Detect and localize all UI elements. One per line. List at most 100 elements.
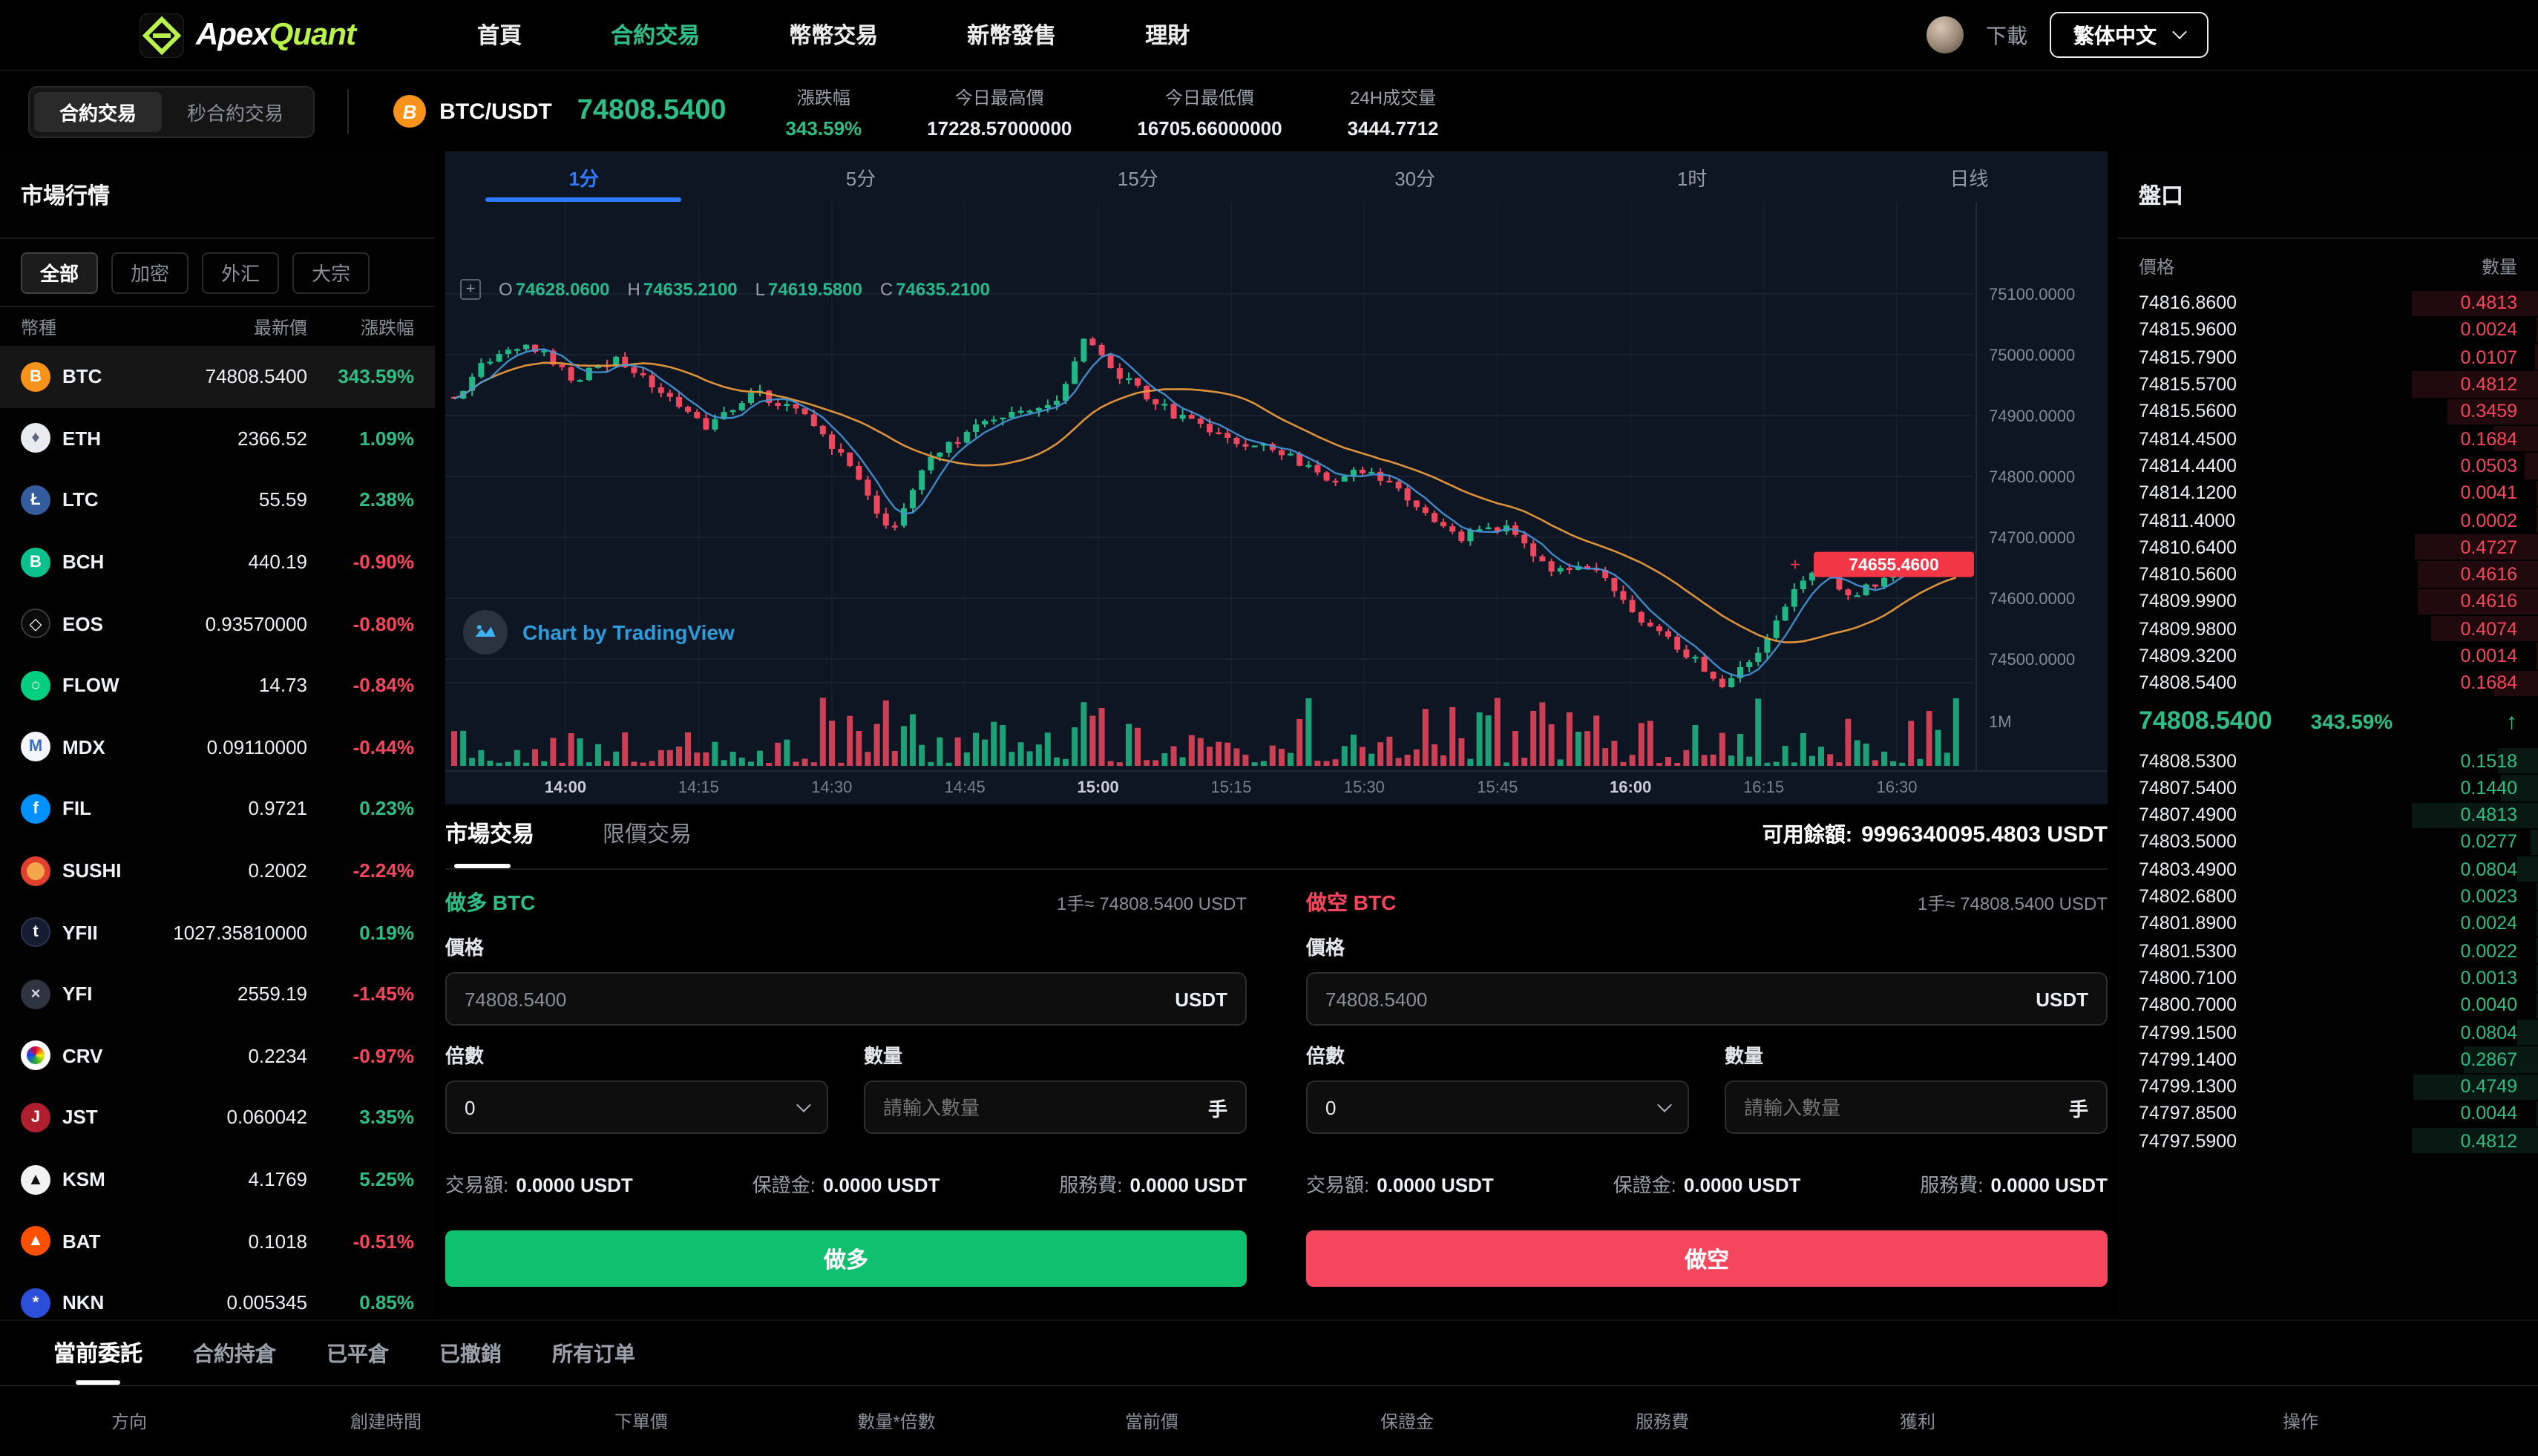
- ask-row-6[interactable]: 74814.4400 0.0503: [2118, 453, 2538, 480]
- bid-row-3[interactable]: 74803.5000 0.0277: [2118, 829, 2538, 856]
- market-filter-1[interactable]: 加密: [111, 252, 189, 293]
- open-long-button[interactable]: 做多: [445, 1230, 1247, 1287]
- avatar[interactable]: [1927, 16, 1964, 53]
- market-row-yfi[interactable]: × YFI 2559.19 -1.45%: [0, 963, 435, 1025]
- ask-row-10[interactable]: 74810.5600 0.4616: [2118, 561, 2538, 588]
- fee-0: 交易額: 0.0000 USDT: [445, 1170, 633, 1198]
- bid-row-9[interactable]: 74800.7000 0.0040: [2118, 991, 2538, 1019]
- bid-row-6[interactable]: 74801.8900 0.0024: [2118, 910, 2538, 937]
- long-price-input[interactable]: [465, 988, 1175, 1010]
- coin-symbol: MDX: [62, 735, 105, 758]
- market-row-yfii[interactable]: t YFII 1027.35810000 0.19%: [0, 902, 435, 963]
- timeframe-0[interactable]: 1分: [445, 151, 722, 202]
- depth-bar: [2537, 507, 2538, 534]
- candlestick-chart[interactable]: 75100.0000 75000.0000 74900.0000 74800.0000…: [445, 202, 2108, 770]
- order-qty: 0.0804: [2460, 859, 2517, 880]
- market-row-ksm[interactable]: ▲ KSM 4.1769 5.25%: [0, 1148, 435, 1210]
- ask-row-2[interactable]: 74815.7900 0.0107: [2118, 344, 2538, 371]
- orders-tab-2[interactable]: 已平倉: [327, 1341, 390, 1365]
- tradingview-link[interactable]: Chart by TradingView: [522, 620, 735, 644]
- fee-label: 保證金:: [1613, 1174, 1676, 1196]
- ask-row-14[interactable]: 74808.5400 0.1684: [2118, 669, 2538, 697]
- market-filter-3[interactable]: 大宗: [292, 252, 370, 293]
- nav-item-0[interactable]: 首頁: [477, 24, 522, 49]
- mode-tab-1[interactable]: 秒合約交易: [187, 102, 284, 124]
- bid-row-12[interactable]: 74799.1300 0.4749: [2118, 1073, 2538, 1101]
- orders-tab-0[interactable]: 當前委託: [53, 1321, 142, 1385]
- short-price-input[interactable]: [1325, 988, 2036, 1010]
- market-row-eth[interactable]: ♦ ETH 2366.52 1.09%: [0, 407, 435, 469]
- bid-row-8[interactable]: 74800.7100 0.0013: [2118, 965, 2538, 992]
- market-row-fil[interactable]: f FIL 0.9721 0.23%: [0, 778, 435, 839]
- trade-tab-0[interactable]: 市場交易: [445, 818, 534, 868]
- coin-icon-mdx: M: [21, 732, 50, 762]
- long-leverage-select[interactable]: 0: [445, 1080, 828, 1134]
- bid-row-0[interactable]: 74808.5300 0.1518: [2118, 747, 2538, 775]
- market-row-jst[interactable]: J JST 0.060042 3.35%: [0, 1086, 435, 1148]
- order-qty: 0.0107: [2460, 347, 2517, 368]
- long-qty-input[interactable]: [883, 1096, 1208, 1118]
- market-row-bch[interactable]: B BCH 440.19 -0.90%: [0, 531, 435, 593]
- ask-row-3[interactable]: 74815.5700 0.4812: [2118, 371, 2538, 399]
- nav-item-3[interactable]: 新幣發售: [967, 24, 1057, 49]
- market-row-mdx[interactable]: M MDX 0.09110000 -0.44%: [0, 716, 435, 778]
- nav-item-1[interactable]: 合約交易: [611, 24, 701, 49]
- market-row-btc[interactable]: B BTC 74808.5400 343.59%: [0, 346, 435, 408]
- market-filter-2[interactable]: 外汇: [202, 252, 280, 293]
- bid-row-14[interactable]: 74797.5900 0.4812: [2118, 1127, 2538, 1155]
- bid-row-10[interactable]: 74799.1500 0.0804: [2118, 1019, 2538, 1046]
- orders-tab-3[interactable]: 已撤銷: [439, 1341, 502, 1365]
- order-qty: 0.1684: [2460, 672, 2517, 694]
- timeframe-4[interactable]: 1时: [1676, 167, 1708, 189]
- download-link[interactable]: 下載: [1986, 23, 2027, 47]
- timeframe-5[interactable]: 日线: [1950, 167, 1989, 189]
- ask-row-4[interactable]: 74815.5600 0.3459: [2118, 398, 2538, 425]
- depth-bar: [2531, 829, 2538, 856]
- market-filter-0[interactable]: 全部: [21, 252, 99, 293]
- bid-row-11[interactable]: 74799.1400 0.2867: [2118, 1046, 2538, 1073]
- market-row-crv[interactable]: CRV 0.2234 -0.97%: [0, 1025, 435, 1086]
- timeframe-2[interactable]: 15分: [1117, 167, 1158, 189]
- fee-1: 保證金: 0.0000 USDT: [752, 1170, 940, 1198]
- ask-row-5[interactable]: 74814.4500 0.1684: [2118, 425, 2538, 453]
- bid-row-4[interactable]: 74803.4900 0.0804: [2118, 856, 2538, 883]
- short-qty-input[interactable]: [1744, 1096, 2069, 1118]
- market-row-bat[interactable]: ▲ BAT 0.1018 -0.51%: [0, 1210, 435, 1272]
- short-leverage-select[interactable]: 0: [1306, 1080, 1689, 1134]
- market-row-eos[interactable]: ◇ EOS 0.93570000 -0.80%: [0, 593, 435, 655]
- bid-row-13[interactable]: 74797.8500 0.0044: [2118, 1101, 2538, 1128]
- bid-row-5[interactable]: 74802.6800 0.0023: [2118, 883, 2538, 911]
- nav-item-2[interactable]: 幣幣交易: [789, 24, 879, 49]
- coin-symbol: JST: [62, 1106, 98, 1129]
- bid-row-2[interactable]: 74807.4900 0.4813: [2118, 801, 2538, 829]
- orders-tab-4[interactable]: 所有订单: [552, 1341, 636, 1365]
- ask-row-8[interactable]: 74811.4000 0.0002: [2118, 507, 2538, 534]
- nav-item-4[interactable]: 理財: [1145, 24, 1190, 49]
- ask-row-9[interactable]: 74810.6400 0.4727: [2118, 534, 2538, 561]
- trade-tab-1[interactable]: 限價交易: [603, 822, 692, 847]
- leverage-value: 0: [465, 1096, 476, 1118]
- order-book-mid[interactable]: 74808.5400 343.59% ↑: [2118, 703, 2538, 741]
- col-qty: 數量: [2481, 257, 2517, 278]
- market-row-ltc[interactable]: Ł LTC 55.59 2.38%: [0, 469, 435, 531]
- ask-row-0[interactable]: 74816.8600 0.4813: [2118, 289, 2538, 317]
- market-row-flow[interactable]: ○ FLOW 14.73 -0.84%: [0, 655, 435, 716]
- coin-icon-inner: [27, 862, 45, 880]
- ask-row-7[interactable]: 74814.1200 0.0041: [2118, 479, 2538, 507]
- timeframe-1[interactable]: 5分: [845, 167, 876, 189]
- ask-row-1[interactable]: 74815.9600 0.0024: [2118, 317, 2538, 344]
- timeframe-3[interactable]: 30分: [1394, 167, 1436, 189]
- bid-row-1[interactable]: 74807.5400 0.1440: [2118, 775, 2538, 802]
- ask-row-11[interactable]: 74809.9900 0.4616: [2118, 588, 2538, 616]
- orders-tab-1[interactable]: 合約持倉: [193, 1341, 277, 1365]
- market-row-sushi[interactable]: SUSHI 0.2002 -2.24%: [0, 840, 435, 902]
- market-row-nkn[interactable]: * NKN 0.005345 0.85%: [0, 1272, 435, 1319]
- open-short-button[interactable]: 做空: [1306, 1230, 2108, 1287]
- language-selector[interactable]: 繁体中文: [2050, 12, 2209, 58]
- mode-tab-0[interactable]: 合約交易: [34, 91, 163, 131]
- ask-row-13[interactable]: 74809.3200 0.0014: [2118, 643, 2538, 670]
- svg-text:74500.0000: 74500.0000: [1989, 650, 2075, 669]
- apexquant-logo[interactable]: ApexQuant: [140, 13, 356, 57]
- bid-row-7[interactable]: 74801.5300 0.0022: [2118, 937, 2538, 965]
- ask-row-12[interactable]: 74809.9800 0.4074: [2118, 615, 2538, 643]
